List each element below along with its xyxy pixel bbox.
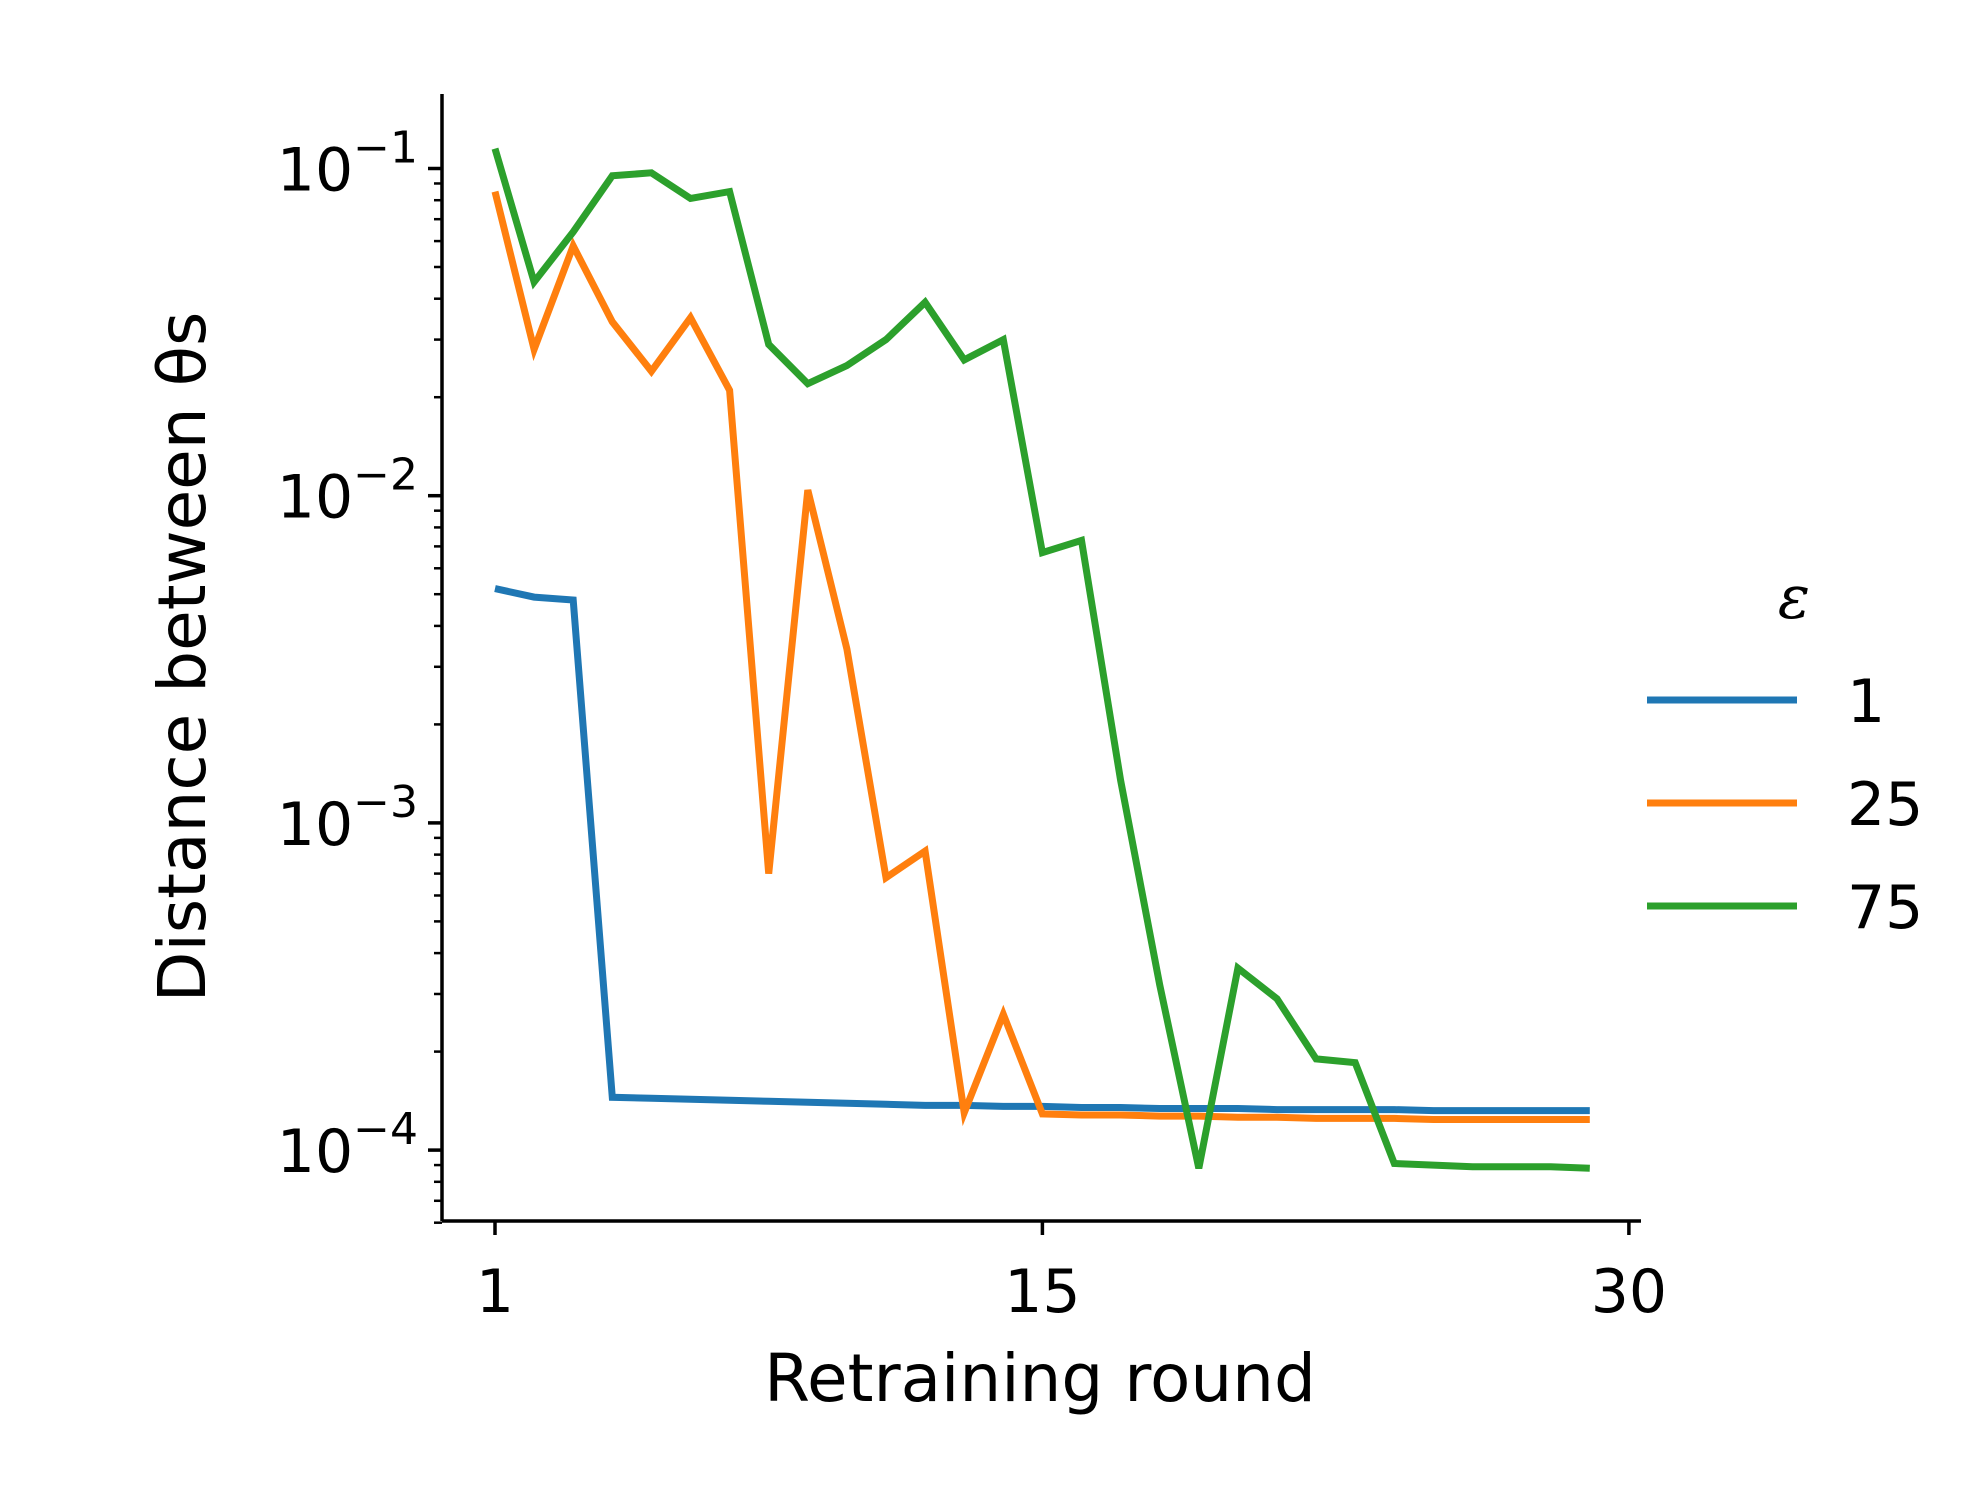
x-tick-label: 1 (476, 1257, 514, 1327)
legend-label-75: 75 (1847, 873, 1923, 943)
series-line-1 (494, 585, 1590, 1115)
y-tick-label: 10−4 (277, 1104, 418, 1187)
series-layer (491, 147, 1590, 1172)
legend-label-25: 25 (1847, 770, 1923, 840)
y-ticks: 10−1 10−2 10−3 10−4 (277, 123, 442, 1224)
legend-title: ε (1778, 563, 1810, 633)
x-tick-label: 15 (1004, 1257, 1080, 1327)
legend: ε 1 25 75 (1647, 563, 1923, 943)
x-ticks: 1 15 30 (476, 1221, 1667, 1327)
legend-label-1: 1 (1847, 667, 1885, 737)
x-axis-title: Retraining round (764, 1340, 1316, 1417)
y-axis-title: Distance between θs (144, 312, 221, 1003)
y-tick-label: 10−3 (277, 777, 418, 860)
series-line-25 (491, 190, 1590, 1127)
axes: 10−1 10−2 10−3 10−4 1 15 30 (277, 94, 1667, 1327)
y-tick-label: 10−1 (277, 123, 418, 206)
y-tick-label: 10−2 (277, 450, 418, 533)
series-line-75 (491, 147, 1590, 1172)
x-tick-label: 30 (1591, 1257, 1667, 1327)
legend-entries: 1 25 75 (1647, 667, 1923, 943)
